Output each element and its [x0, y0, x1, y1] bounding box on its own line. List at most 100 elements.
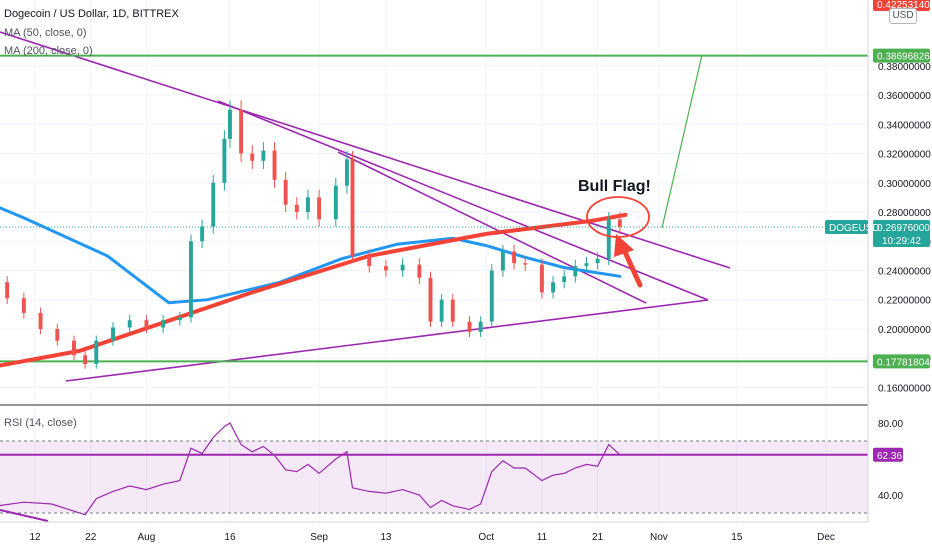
arrow-shaft[interactable] [622, 249, 643, 288]
price-tick-label: 0.22000000 [878, 296, 931, 307]
target-projection-line[interactable] [661, 54, 703, 229]
bull-flag-annotation: Bull Flag! [578, 178, 651, 288]
candle[interactable] [21, 298, 26, 313]
candle[interactable] [161, 320, 166, 328]
projection [661, 54, 703, 229]
candle[interactable] [222, 138, 227, 183]
rsi-trendline[interactable] [0, 509, 49, 522]
candle[interactable] [606, 219, 611, 259]
candle[interactable] [467, 321, 472, 332]
arrow-icon[interactable] [614, 234, 634, 257]
candle[interactable] [228, 109, 232, 139]
rising-support-trendline[interactable] [65, 299, 709, 382]
candle[interactable] [94, 340, 99, 365]
price-tick-label: 0.20000000 [878, 325, 931, 336]
candle[interactable] [38, 312, 43, 329]
ma50-line[interactable] [0, 171, 622, 305]
support-price-tag-bg [873, 354, 930, 369]
price-tick-label: 0.30000000 [878, 179, 931, 190]
rsi-band [0, 441, 868, 513]
candle[interactable] [200, 226, 205, 242]
candle[interactable] [439, 299, 444, 322]
price-tick-label: 0.28000000 [878, 208, 931, 219]
candle[interactable] [250, 153, 255, 161]
price-tick-label: 0.32000000 [878, 150, 931, 161]
candle[interactable] [584, 263, 589, 267]
bull-flag-label: Bull Flag! [578, 178, 651, 195]
trendlines [0, 31, 731, 382]
ma200-legend[interactable]: MA (200, close, 0) [4, 45, 93, 57]
time-tick-label: Oct [478, 532, 494, 543]
candle[interactable] [211, 182, 216, 227]
candle[interactable] [383, 266, 388, 271]
candle[interactable] [512, 251, 517, 264]
price-axis: 0.160000000.180000000.200000000.22000000… [867, 0, 932, 550]
price-tick-label: 0.16000000 [878, 383, 931, 394]
price-tick-label: 0.36000000 [878, 91, 931, 102]
rsi-legend[interactable]: RSI (14, close) [4, 417, 77, 429]
rsi-tick-label: 80.00 [878, 419, 903, 430]
time-axis: 12 22 Aug 16 Sep 13 Oct 11 21 Nov 15 Dec [0, 521, 868, 550]
candle[interactable] [350, 159, 355, 256]
candle[interactable] [417, 264, 422, 278]
candle[interactable] [72, 340, 76, 356]
time-tick-label: 12 [29, 532, 41, 543]
candle[interactable] [344, 159, 349, 186]
candle[interactable] [551, 282, 555, 293]
rsi-line[interactable] [0, 422, 621, 522]
candle[interactable] [478, 321, 483, 332]
candle[interactable] [500, 251, 505, 271]
inner-trendline[interactable] [217, 100, 709, 301]
time-axis-bg [0, 522, 868, 550]
candle[interactable] [239, 109, 244, 154]
candle[interactable] [428, 277, 433, 322]
symbol-title: Dogecoin / US Dollar, 1D, BITTREX [4, 8, 179, 20]
rsi-value-tag: 62.36 [877, 451, 902, 462]
resistance-price-tag: 0.38696826 [877, 52, 930, 63]
time-tick-label: Aug [138, 532, 156, 543]
upper-trendline[interactable] [0, 31, 731, 269]
candle[interactable] [523, 263, 528, 265]
candle[interactable] [177, 317, 182, 321]
candle[interactable] [261, 150, 266, 161]
candle[interactable] [595, 258, 600, 264]
candle[interactable] [283, 179, 288, 205]
candle[interactable] [333, 185, 338, 220]
candle[interactable] [400, 264, 405, 271]
candle[interactable] [450, 299, 455, 322]
candle[interactable] [55, 328, 60, 341]
support-price-tag: 0.17781804 [877, 357, 930, 368]
time-tick-label: Nov [650, 532, 668, 543]
ma200-line[interactable] [0, 212, 628, 382]
time-tick-label: 13 [380, 532, 392, 543]
time-tick-label: 15 [731, 532, 743, 543]
candle[interactable] [127, 320, 132, 328]
candle[interactable] [189, 241, 193, 318]
candle[interactable] [562, 276, 567, 283]
price-tick-label: 0.24000000 [878, 266, 931, 277]
candles [5, 100, 622, 369]
countdown-label: 10:29:42 [882, 236, 921, 247]
lower-trendline[interactable] [337, 151, 647, 304]
candle[interactable] [294, 204, 299, 213]
candle[interactable] [489, 270, 494, 322]
candle[interactable] [306, 197, 310, 213]
candle[interactable] [83, 355, 88, 365]
candle[interactable] [539, 264, 544, 293]
candle[interactable] [573, 266, 578, 277]
symbol-tag-bg [825, 219, 868, 234]
currency-badge[interactable]: USD [889, 8, 917, 24]
candle[interactable] [111, 327, 115, 341]
ma50-legend[interactable]: MA (50, close, 0) [4, 27, 87, 39]
candle[interactable] [272, 150, 277, 180]
candle[interactable] [617, 219, 622, 227]
candle[interactable] [5, 282, 10, 299]
candle[interactable] [144, 320, 149, 328]
rsi-value-tag-bg [873, 447, 903, 462]
candle[interactable] [317, 197, 322, 220]
time-tick-label: 11 [537, 532, 548, 543]
time-tick-label: Sep [310, 532, 328, 543]
candle[interactable] [367, 255, 372, 267]
rsi-tick-label: 40.00 [878, 491, 903, 502]
